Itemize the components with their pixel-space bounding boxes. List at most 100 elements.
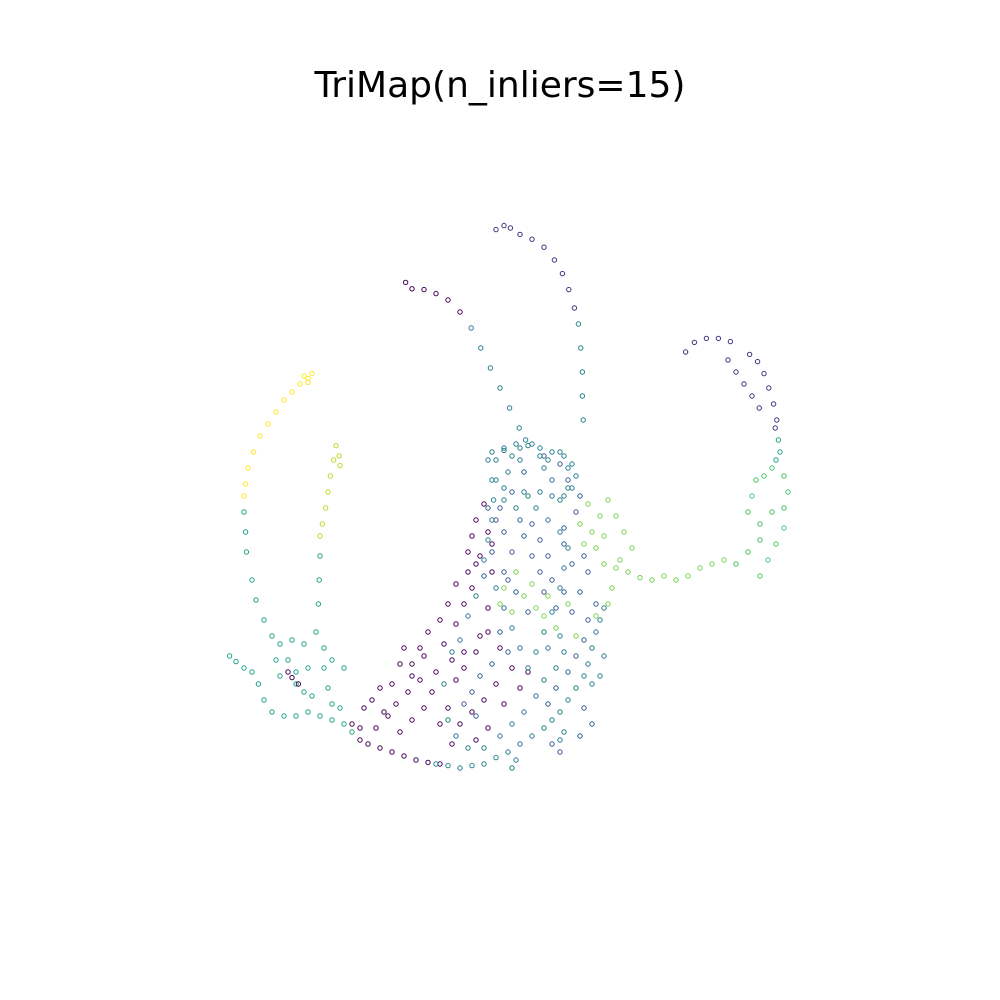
data-point xyxy=(517,445,523,451)
data-point xyxy=(601,653,607,659)
data-point xyxy=(477,673,483,679)
data-point xyxy=(369,697,375,703)
data-point xyxy=(242,481,249,487)
data-point xyxy=(769,465,775,471)
data-point xyxy=(533,505,539,511)
data-point xyxy=(709,561,715,567)
data-point xyxy=(529,441,535,447)
data-point xyxy=(589,645,595,651)
data-point xyxy=(613,565,619,571)
data-point xyxy=(605,497,611,503)
series-11 xyxy=(285,529,531,767)
data-point xyxy=(493,517,499,523)
data-point xyxy=(501,585,507,591)
data-point xyxy=(781,525,787,531)
data-point xyxy=(501,445,507,451)
series-3 xyxy=(682,335,780,431)
data-point xyxy=(293,669,299,675)
data-point xyxy=(545,593,551,599)
data-point xyxy=(322,505,329,511)
data-point xyxy=(561,649,567,655)
data-point xyxy=(473,593,479,599)
data-point xyxy=(553,625,559,631)
data-point xyxy=(437,617,443,623)
data-point xyxy=(421,705,427,711)
data-point xyxy=(585,617,591,623)
data-point xyxy=(336,453,342,459)
data-point xyxy=(557,461,563,467)
data-point xyxy=(243,549,250,555)
data-point xyxy=(593,601,599,607)
data-point xyxy=(625,569,631,575)
data-point xyxy=(746,351,753,358)
data-point xyxy=(577,493,583,499)
data-point xyxy=(715,335,722,342)
data-point xyxy=(561,589,567,595)
data-point xyxy=(513,569,519,575)
data-point xyxy=(349,729,355,735)
data-point xyxy=(493,226,499,233)
data-point xyxy=(233,658,239,665)
data-point xyxy=(487,365,494,371)
data-point xyxy=(593,613,599,619)
data-point xyxy=(489,661,495,667)
data-point xyxy=(575,321,582,327)
data-point xyxy=(409,286,415,292)
data-point xyxy=(579,393,586,399)
data-point xyxy=(377,685,383,691)
data-point xyxy=(497,385,503,391)
data-point xyxy=(313,629,319,635)
data-point xyxy=(325,685,331,691)
series-7 xyxy=(497,569,579,639)
data-point xyxy=(297,381,303,387)
data-point xyxy=(549,449,555,455)
data-point xyxy=(566,286,572,293)
data-point xyxy=(397,661,403,667)
data-point xyxy=(757,573,763,579)
data-point xyxy=(517,741,523,747)
data-point xyxy=(469,709,475,715)
data-point xyxy=(685,573,691,579)
data-point xyxy=(725,357,731,363)
data-point xyxy=(773,541,779,547)
data-point xyxy=(581,541,587,547)
data-point xyxy=(601,561,607,567)
data-point xyxy=(473,713,479,719)
data-point xyxy=(425,629,431,635)
data-point xyxy=(305,379,311,386)
data-point xyxy=(401,753,407,759)
data-point xyxy=(501,529,507,535)
data-point xyxy=(468,325,474,331)
data-point xyxy=(493,457,499,463)
data-point xyxy=(757,521,763,527)
data-point xyxy=(541,244,547,250)
data-point xyxy=(289,637,295,643)
data-point xyxy=(285,669,291,675)
data-point xyxy=(478,345,484,351)
data-point xyxy=(703,335,710,342)
data-point xyxy=(305,709,311,715)
data-point xyxy=(522,437,529,443)
data-point xyxy=(317,533,323,539)
data-point xyxy=(673,577,679,583)
data-point xyxy=(285,657,291,663)
data-point xyxy=(557,749,563,755)
data-point xyxy=(781,473,787,479)
data-point xyxy=(537,445,543,451)
data-point xyxy=(521,709,527,715)
data-point xyxy=(433,290,439,297)
data-point xyxy=(315,601,322,607)
data-point xyxy=(289,389,295,395)
series-8 xyxy=(317,442,343,539)
data-point xyxy=(549,717,555,723)
data-point xyxy=(577,589,583,595)
data-point xyxy=(337,705,343,711)
series-1 xyxy=(402,279,463,315)
series-15 xyxy=(357,501,495,731)
data-point xyxy=(501,569,507,575)
data-point xyxy=(629,545,635,551)
data-point xyxy=(381,709,387,715)
data-point xyxy=(561,493,567,499)
data-point xyxy=(533,605,539,611)
data-point xyxy=(365,741,371,747)
